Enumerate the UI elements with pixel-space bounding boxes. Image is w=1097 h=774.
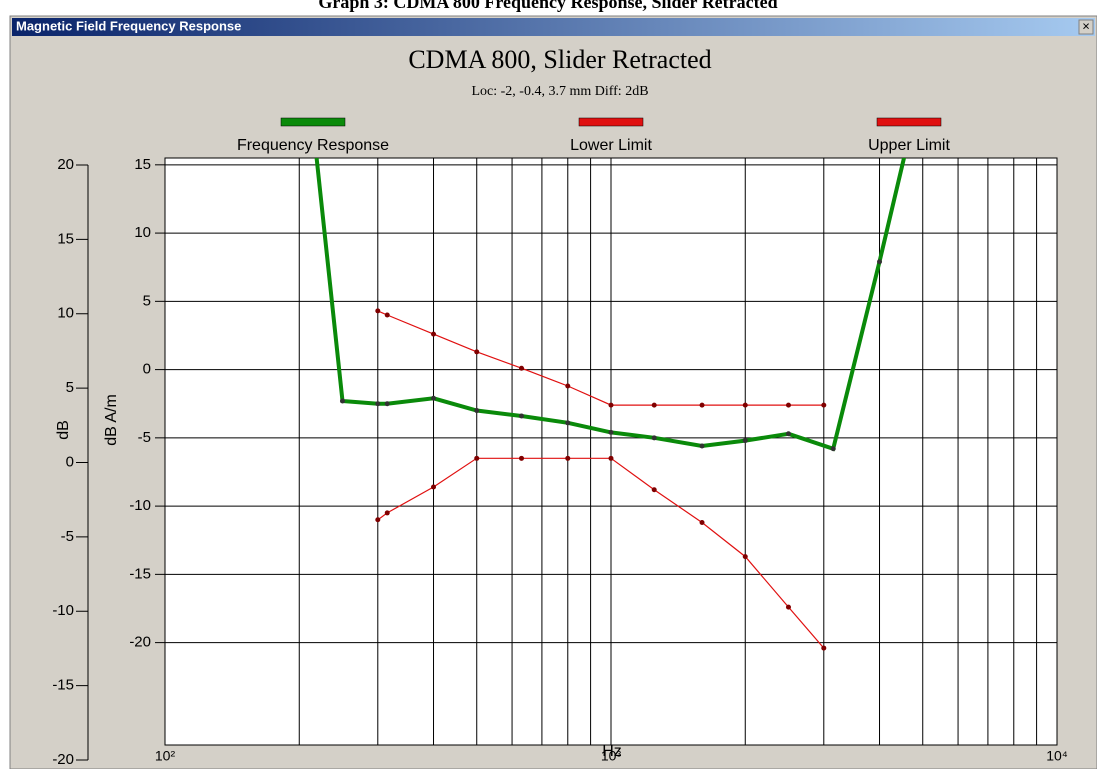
data-point	[474, 349, 480, 355]
y-tick-label: 10	[134, 224, 151, 241]
data-point	[431, 331, 437, 337]
data-point	[519, 413, 525, 419]
data-point	[375, 308, 381, 314]
data-point	[830, 446, 836, 452]
data-point	[651, 402, 657, 408]
data-point	[699, 443, 705, 449]
data-point	[384, 510, 390, 516]
data-point	[565, 420, 571, 426]
data-point	[821, 402, 827, 408]
data-point	[742, 438, 748, 444]
y-tick-label: -20	[129, 634, 151, 651]
series-line	[314, 158, 907, 452]
legend-swatch	[876, 117, 942, 127]
window-title: Magnetic Field Frequency Response	[16, 18, 241, 33]
y2-tick-label: 10	[57, 305, 74, 322]
y2-axis-label: dB	[55, 420, 72, 440]
chart-title: CDMA 800, Slider Retracted	[408, 45, 711, 74]
title-bar	[12, 18, 1095, 36]
y-axis-label: dB A/m	[103, 394, 120, 446]
legend-label: Upper Limit	[868, 137, 950, 154]
y2-tick-label: 5	[66, 379, 74, 396]
data-point	[431, 484, 437, 490]
x-tick-label: 10³	[601, 748, 622, 764]
y-tick-label: 15	[134, 156, 151, 173]
data-point	[785, 402, 791, 408]
data-point	[474, 455, 480, 461]
data-point	[877, 259, 883, 265]
legend-swatch	[578, 117, 644, 127]
legend-label: Lower Limit	[570, 137, 652, 154]
y-tick-label: 5	[143, 292, 151, 309]
data-point	[519, 455, 525, 461]
data-point	[608, 402, 614, 408]
y-tick-label: -10	[129, 497, 151, 514]
x-tick-label: 10²	[155, 748, 176, 764]
data-point	[431, 395, 437, 401]
y2-tick-label: -15	[52, 677, 74, 694]
x-tick-label: 10⁴	[1046, 748, 1068, 764]
data-point	[474, 408, 480, 414]
chart-subtitle: Loc: -2, -0.4, 3.7 mm Diff: 2dB	[471, 84, 648, 99]
data-point	[742, 402, 748, 408]
caption: Graph 3: CDMA 800 Frequency Response, Sl…	[318, 0, 777, 12]
y-tick-label: 0	[143, 361, 151, 378]
plot-series	[314, 158, 907, 651]
series-line	[377, 457, 825, 649]
data-point	[651, 435, 657, 441]
x-axis-label: Hz	[602, 743, 622, 760]
y2-tick-label: -20	[52, 751, 74, 768]
data-point	[339, 398, 345, 404]
data-point	[375, 517, 381, 523]
data-point	[519, 365, 525, 371]
data-point	[699, 519, 705, 525]
series-line	[377, 310, 824, 406]
y-tick-label: -5	[138, 429, 151, 446]
legend-swatch	[280, 117, 346, 127]
data-point	[699, 402, 705, 408]
data-point	[821, 645, 827, 651]
data-point	[742, 554, 748, 560]
legend-label: Frequency Response	[237, 137, 389, 154]
y2-tick-label: -5	[61, 528, 74, 545]
data-point	[608, 429, 614, 435]
data-point	[384, 401, 390, 407]
data-point	[375, 401, 381, 407]
data-point	[651, 487, 657, 493]
close-button[interactable]	[1078, 19, 1094, 35]
data-point	[565, 455, 571, 461]
data-point	[565, 383, 571, 389]
y2-tick-label: 20	[57, 156, 74, 173]
y2-tick-label: -10	[52, 602, 74, 619]
close-icon[interactable]: ×	[1082, 18, 1090, 33]
y2-tick-label: 0	[66, 453, 74, 470]
data-point	[608, 455, 614, 461]
data-point	[785, 431, 791, 437]
data-point	[384, 312, 390, 318]
data-point	[785, 604, 791, 610]
y-tick-label: -15	[129, 565, 151, 582]
y2-tick-label: 15	[57, 230, 74, 247]
